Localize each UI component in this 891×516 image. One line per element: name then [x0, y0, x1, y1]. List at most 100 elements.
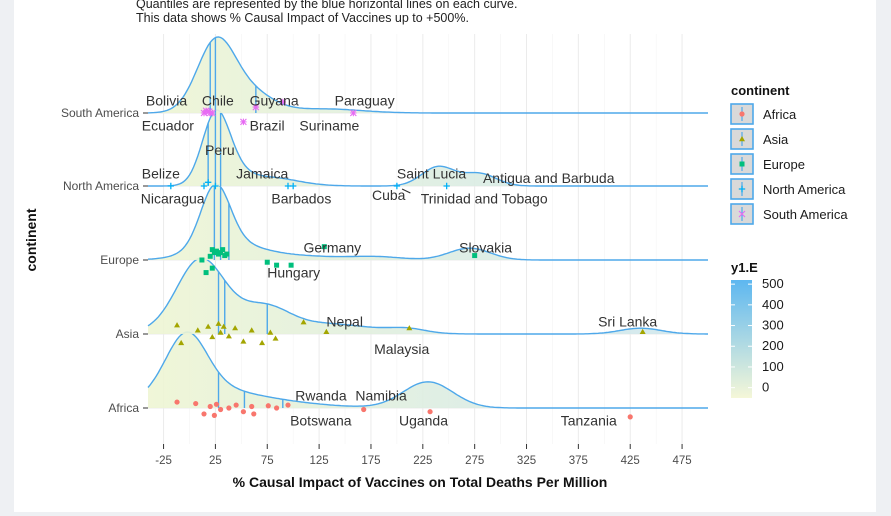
x-tick-label-8: 375: [569, 455, 588, 467]
point-asia-2: [194, 327, 201, 333]
annotation-germany: Germany: [304, 239, 362, 255]
point-europe-16: [472, 253, 478, 259]
x-tick-label-4: 175: [361, 455, 380, 467]
point-asia-13: [267, 329, 274, 335]
point-south-america-1: [202, 107, 210, 115]
annotation-connector-cuba: [401, 188, 411, 194]
annotation-slovakia: Slovakia: [459, 239, 512, 255]
x-tick-label-6: 275: [465, 455, 484, 467]
annotation-peru: Peru: [205, 142, 235, 158]
point-africa-2: [201, 411, 207, 417]
point-europe-3: [213, 248, 219, 254]
density-curve-africa: [147, 331, 708, 409]
annotation-nicaragua: Nicaragua: [141, 191, 205, 207]
point-europe-12: [264, 259, 270, 265]
point-asia-6: [217, 329, 224, 335]
point-asia-12: [259, 339, 266, 346]
point-south-america-5: [240, 118, 247, 126]
point-north-america-2: [204, 179, 212, 186]
colorbar-label-1: 400: [762, 297, 784, 312]
point-north-america-7: [443, 182, 450, 190]
point-asia-15: [300, 319, 307, 325]
point-europe-5: [218, 250, 224, 256]
point-asia-5: [215, 320, 222, 326]
point-africa-4: [211, 412, 217, 418]
point-africa-14: [285, 402, 291, 408]
point-asia-7: [220, 323, 227, 329]
point-europe-15: [321, 244, 327, 250]
legend-marker-europe: [739, 161, 745, 167]
colorbar-label-2: 300: [762, 318, 784, 333]
ridgeline-chart: Quantiles are represented by the blue ho…: [23, 0, 848, 490]
y-label-asia: Asia: [116, 327, 140, 341]
point-europe-11: [209, 265, 215, 271]
point-south-america-4: [208, 109, 216, 117]
x-tick-label-1: 25: [209, 455, 222, 467]
point-europe-8: [224, 251, 230, 257]
legend-label-south-america: South America: [763, 207, 848, 222]
point-europe-1: [209, 247, 215, 253]
point-north-america-6: [393, 182, 401, 190]
legend-marker-africa: [739, 111, 745, 117]
density-curve-north-america: [148, 109, 708, 187]
annotation-nepal: Nepal: [326, 313, 363, 329]
point-africa-6: [217, 406, 224, 413]
density-fill-south-america: [148, 37, 708, 113]
density-curve-asia: [147, 257, 708, 335]
x-axis-title: % Causal Impact of Vaccines on Total Dea…: [233, 474, 608, 490]
point-africa-11: [251, 411, 257, 417]
colorbar-label-4: 100: [762, 359, 784, 374]
annotation-chile: Chile: [202, 92, 234, 108]
point-africa-7: [226, 405, 232, 411]
y-label-europe: Europe: [100, 253, 139, 267]
point-asia-16: [323, 328, 330, 334]
point-asia-9: [232, 325, 239, 331]
x-tick-label-0: -25: [155, 455, 172, 467]
point-north-america-0: [167, 182, 175, 190]
y-axis-title: continent: [23, 208, 39, 271]
legend-title: continent: [731, 83, 790, 98]
annotation-sri-lanka: Sri Lanka: [598, 313, 657, 329]
density-curve-south-america: [147, 36, 708, 114]
annotation-cuba: Cuba: [372, 187, 406, 203]
y-label-north-america: North America: [63, 179, 139, 193]
point-south-america-6: [252, 103, 260, 111]
annotation-paraguay: Paraguay: [335, 92, 395, 108]
point-africa-13: [273, 405, 280, 411]
point-asia-17: [406, 325, 413, 331]
legend-label-africa: Africa: [763, 107, 797, 122]
point-africa-10: [249, 403, 255, 410]
annotation-bolivia: Bolivia: [146, 92, 187, 108]
point-africa-9: [240, 409, 247, 415]
legend-marker-asia: [739, 136, 745, 142]
point-africa-15: [361, 406, 367, 413]
annotation-suriname: Suriname: [299, 118, 359, 134]
point-europe-10: [203, 270, 209, 276]
point-asia-3: [205, 323, 212, 329]
y-axis-labels: Africa Asia Europe North America South Ameri…: [61, 106, 148, 415]
plot-frame: Quantiles are represented by the blue ho…: [14, 0, 876, 512]
point-asia-8: [225, 333, 232, 339]
point-asia-10: [240, 338, 247, 344]
colorbar: y1.E 500 400 300 200 100 0: [731, 260, 784, 398]
colorbar-label-5: 0: [762, 380, 769, 395]
legend-label-europe: Europe: [763, 157, 805, 172]
x-tick-label-7: 325: [517, 455, 536, 467]
point-asia-0: [174, 322, 181, 328]
annotation-belize: Belize: [142, 165, 180, 181]
x-tick-label-2: 75: [261, 455, 274, 467]
point-africa-17: [627, 414, 633, 420]
legend-label-north-america: North America: [763, 182, 846, 197]
point-africa-16: [427, 409, 433, 415]
legend-label-asia: Asia: [763, 132, 789, 147]
annotation-antigua-and-barbuda: Antigua and Barbuda: [483, 170, 615, 186]
point-south-america-7: [279, 98, 287, 106]
colorbar-label-0: 500: [762, 276, 784, 291]
point-africa-0: [174, 399, 180, 405]
annotation-uganda: Uganda: [399, 413, 448, 429]
point-africa-1: [193, 400, 199, 407]
annotation-namibia: Namibia: [355, 387, 407, 403]
colorbar-label-3: 200: [762, 338, 784, 353]
point-asia-18: [639, 328, 646, 334]
point-europe-14: [288, 262, 294, 268]
